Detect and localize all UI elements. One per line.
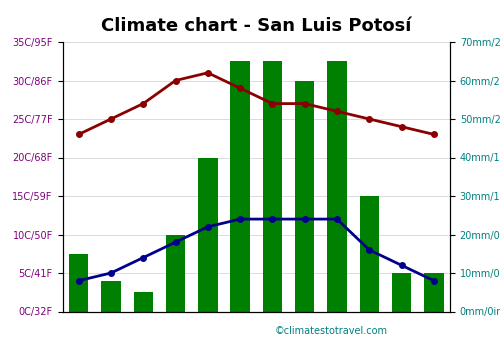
Bar (424, 273, 444, 312)
Bar (392, 273, 411, 312)
Bar (69, 254, 88, 312)
Bar (295, 80, 314, 312)
Bar (262, 61, 282, 312)
Bar (101, 281, 120, 312)
Bar (360, 196, 379, 312)
Bar (166, 234, 185, 312)
Title: Climate chart - San Luis Potosí: Climate chart - San Luis Potosí (101, 17, 412, 35)
Bar (328, 61, 346, 312)
Text: ©climatestotravel.com: ©climatestotravel.com (275, 326, 388, 336)
Bar (230, 61, 250, 312)
Bar (198, 158, 218, 312)
Bar (134, 292, 153, 312)
Legend: Prec, Min, Max: Prec, Min, Max (68, 346, 282, 350)
